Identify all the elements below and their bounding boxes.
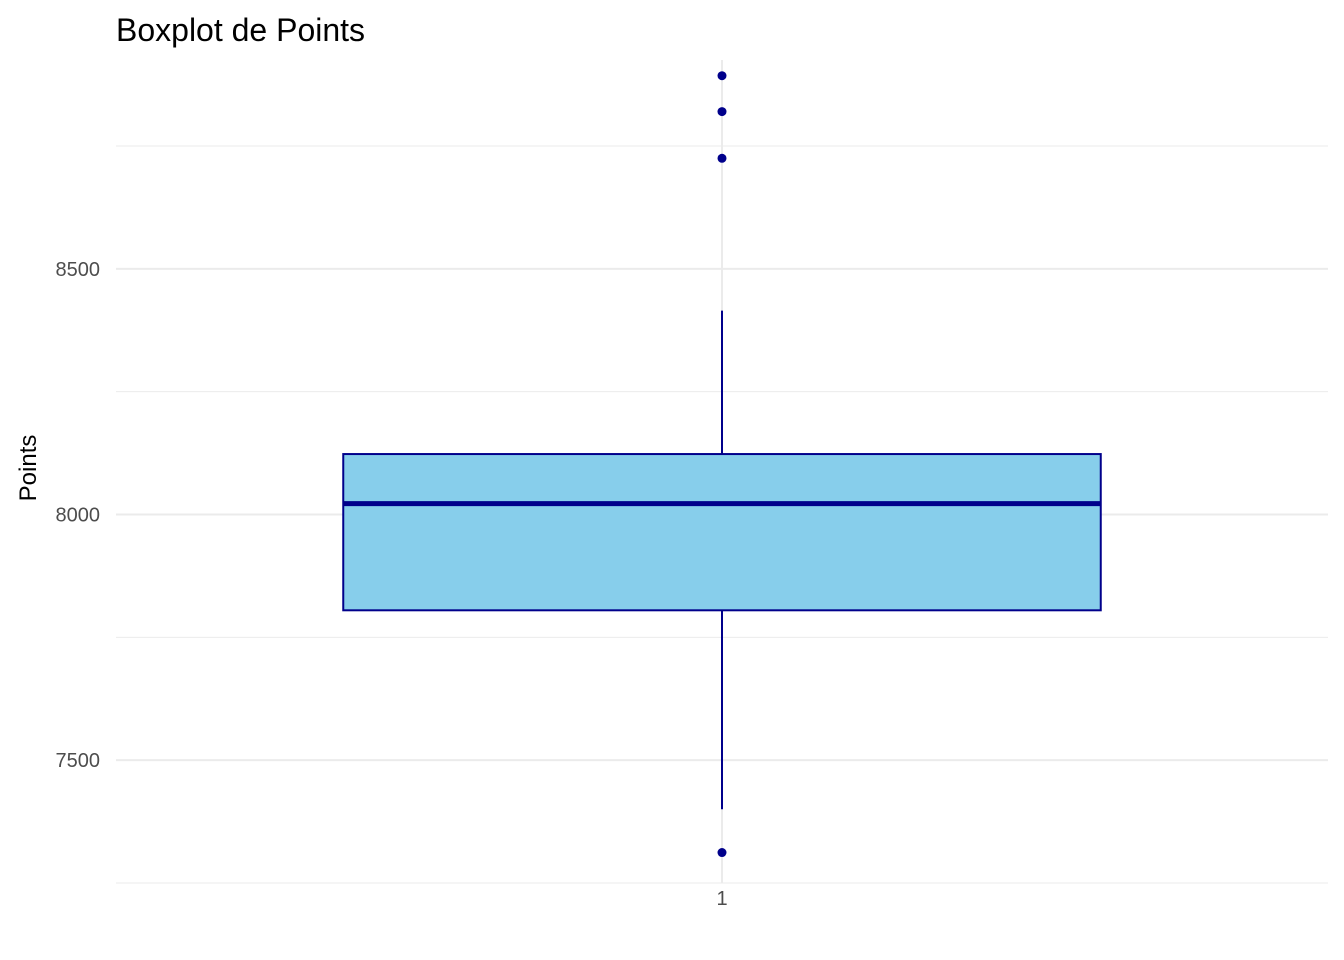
outlier-point	[717, 71, 727, 81]
y-axis-label: Points	[15, 435, 42, 502]
x-tick-label: 1	[716, 888, 727, 910]
outlier-point	[717, 153, 727, 163]
x-tick-labels: 1	[716, 888, 727, 910]
outlier-point	[717, 107, 727, 117]
y-tick-label: 8000	[56, 504, 101, 526]
chart-title: Boxplot de Points	[116, 12, 365, 48]
outlier-point	[717, 848, 727, 858]
box-layer	[342, 71, 1102, 858]
iqr-box	[342, 453, 1102, 612]
y-tick-label: 7500	[56, 750, 101, 772]
y-tick-label: 8500	[56, 259, 101, 281]
y-tick-labels: 7500 8000 8500	[56, 259, 101, 772]
